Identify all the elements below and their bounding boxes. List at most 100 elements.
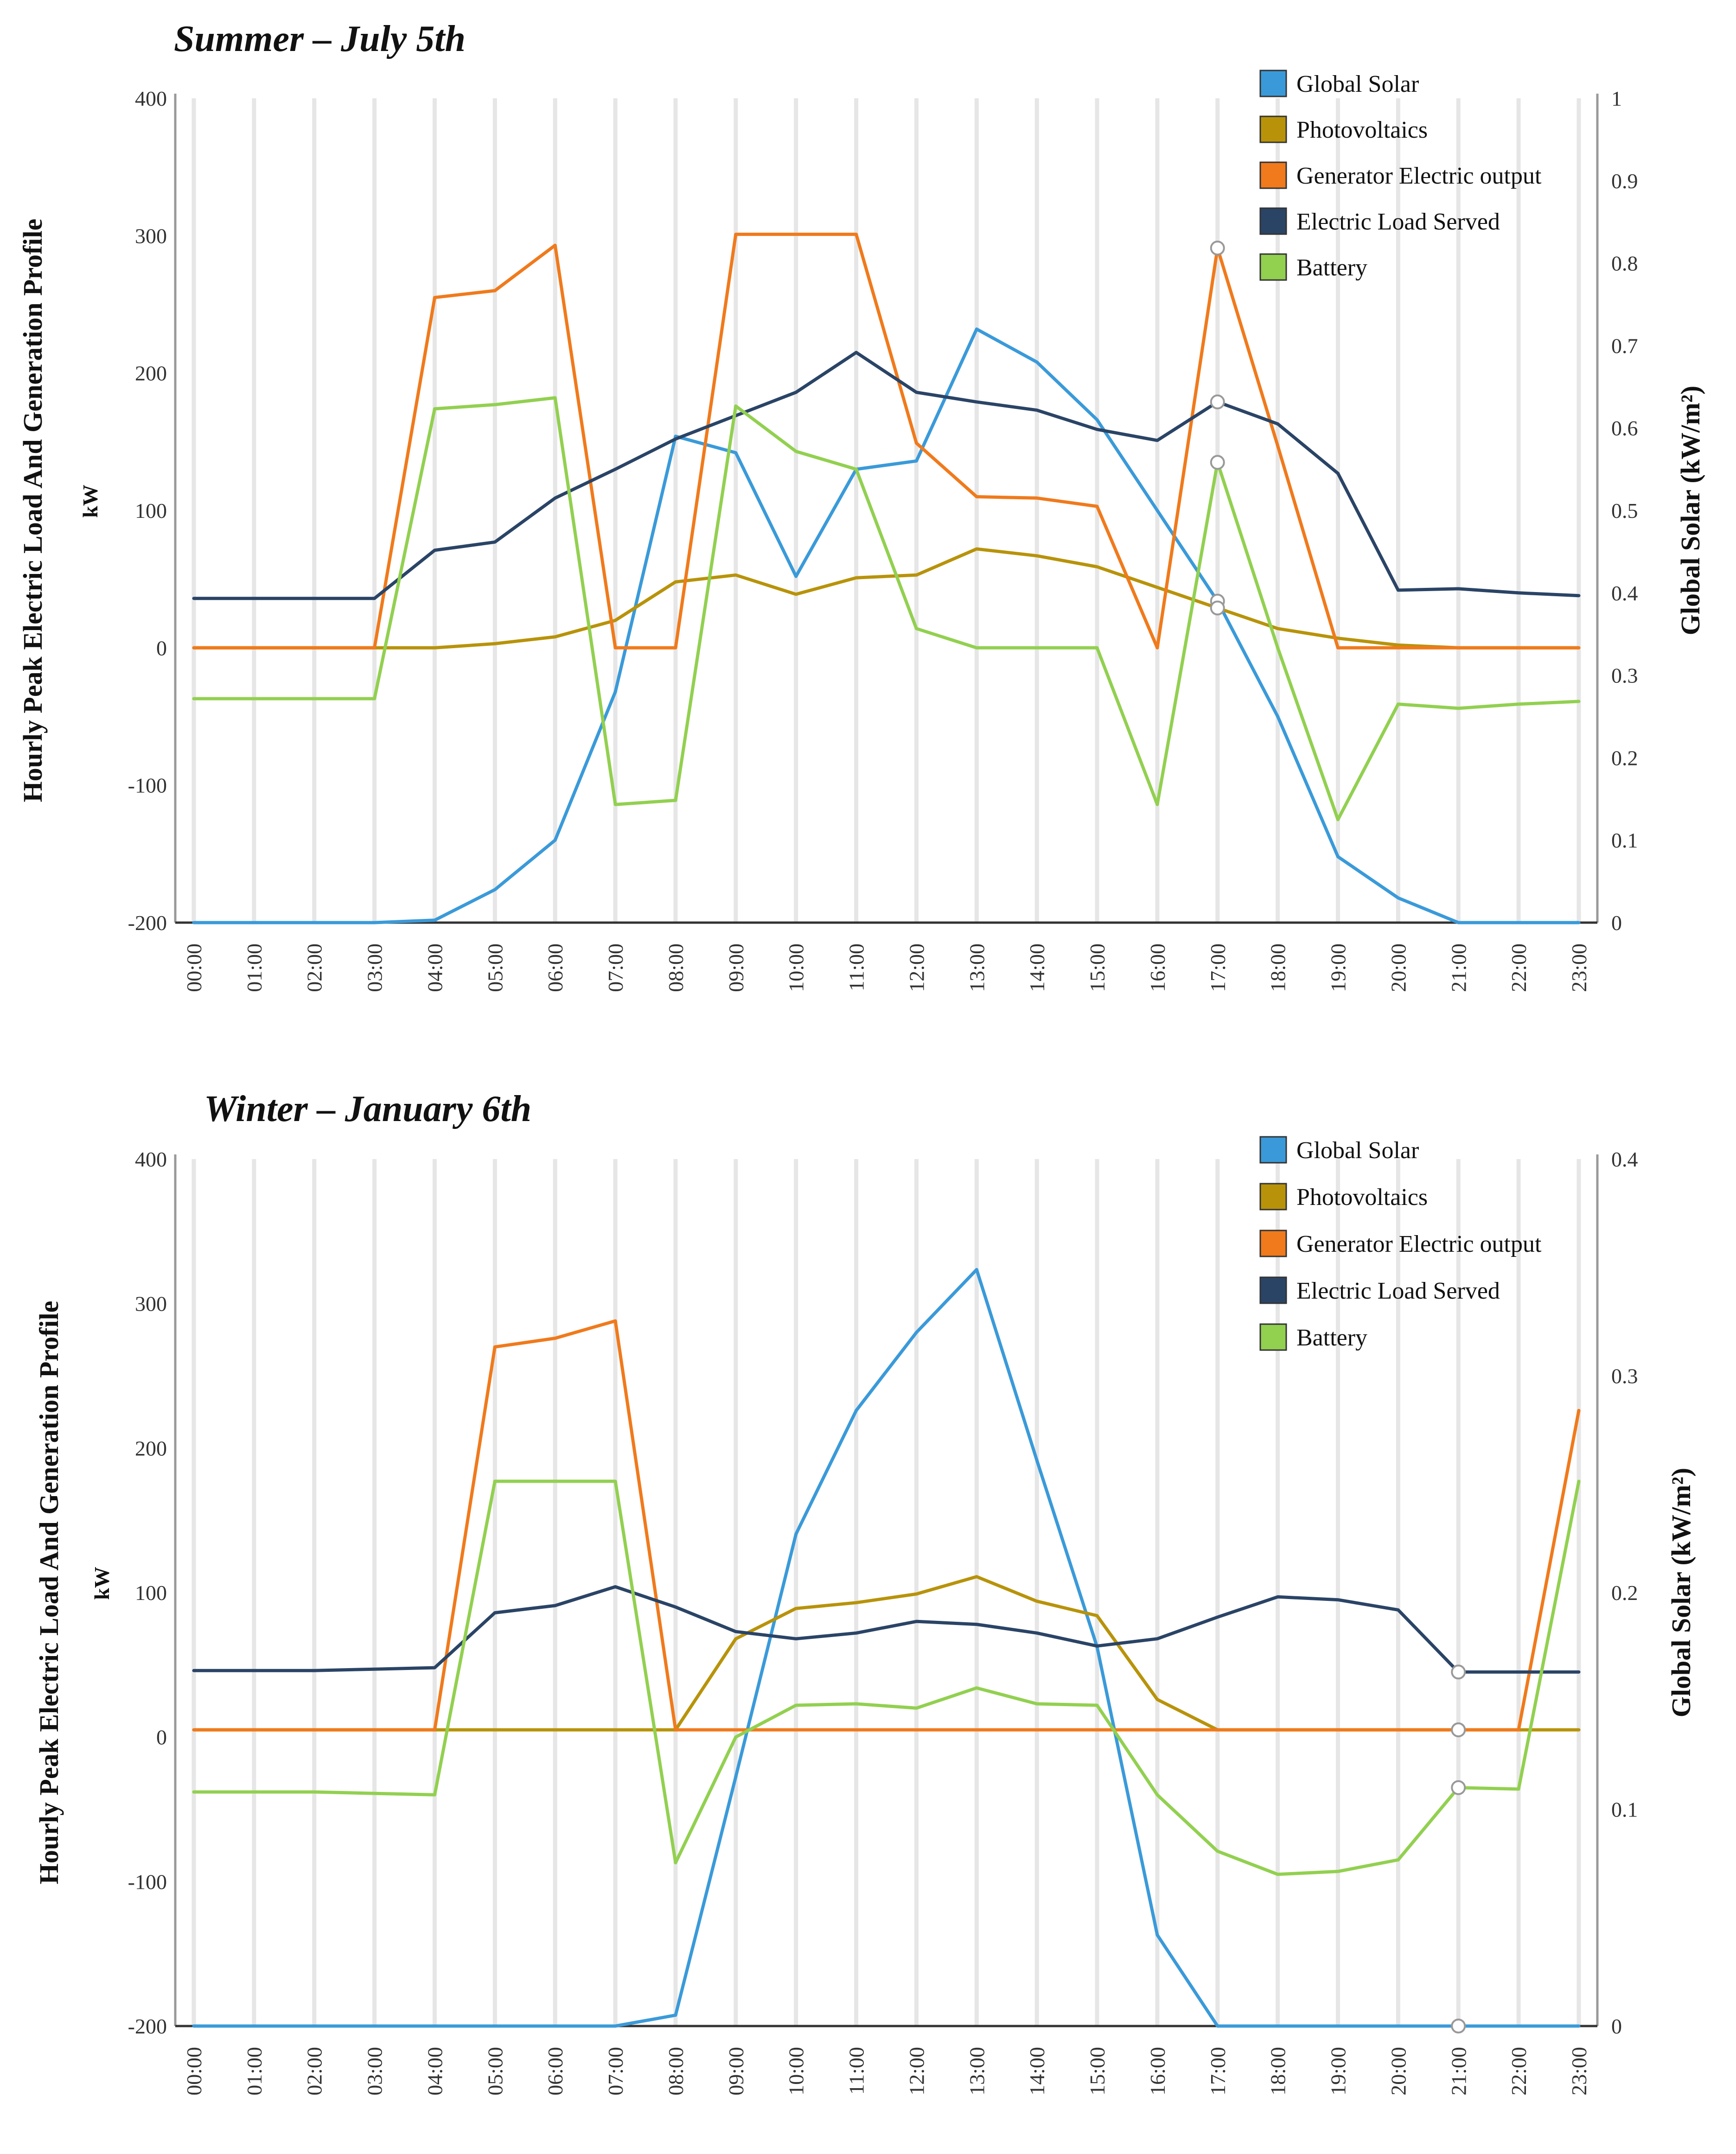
y-left-tick-label: 300 xyxy=(135,1292,167,1316)
data-point[interactable] xyxy=(1451,1780,1466,1795)
y-right-tick-label: 0.4 xyxy=(1611,1147,1638,1171)
y-right-tick-label: 1 xyxy=(1611,87,1622,110)
series-global-solar xyxy=(192,1268,1581,2033)
legend-item-photovoltaics[interactable]: Photovoltaics xyxy=(1259,115,1428,143)
legend-label: Photovoltaics xyxy=(1296,1184,1428,1211)
x-tick-label: 08:00 xyxy=(664,943,688,992)
data-point[interactable] xyxy=(1210,600,1225,616)
y-right-axis-title: Global Solar (kW/m²) xyxy=(1675,386,1705,635)
series-photovoltaics xyxy=(192,547,1581,650)
legend-item-generator-electric-output[interactable]: Generator Electric output xyxy=(1259,161,1542,189)
x-tick-label: 19:00 xyxy=(1327,2047,1350,2096)
x-tick-label: 01:00 xyxy=(243,2047,266,2096)
chart-title: Winter – January 6th xyxy=(204,1089,531,1129)
x-tick-label: 22:00 xyxy=(1507,2047,1531,2096)
series-generator-electric-output xyxy=(192,1319,1581,1738)
legend-item-generator-electric-output[interactable]: Generator Electric output xyxy=(1259,1230,1542,1257)
x-tick-label: 10:00 xyxy=(785,943,808,992)
data-point xyxy=(916,628,917,629)
y-right-tick-label: 0.8 xyxy=(1611,252,1638,275)
x-tick-label: 14:00 xyxy=(1025,2047,1049,2096)
data-point[interactable] xyxy=(1210,241,1225,256)
x-tick-label: 13:00 xyxy=(965,943,989,992)
y-right-tick-label: 0.7 xyxy=(1611,334,1638,357)
x-tick-label: 02:00 xyxy=(303,2047,326,2096)
y-right-tick-label: 0.2 xyxy=(1611,746,1638,770)
data-point xyxy=(1277,628,1278,629)
data-point xyxy=(434,297,435,298)
data-point[interactable] xyxy=(1210,394,1225,409)
data-point xyxy=(1097,429,1098,430)
data-point xyxy=(976,1269,977,1270)
x-tick-label: 14:00 xyxy=(1025,943,1049,992)
data-point[interactable] xyxy=(1451,1664,1466,1680)
x-tick-label: 01:00 xyxy=(243,943,266,992)
data-point[interactable] xyxy=(1451,1722,1466,1738)
x-tick-label: 13:00 xyxy=(965,2047,989,2096)
series-photovoltaics xyxy=(192,1575,1581,1738)
data-point xyxy=(434,408,435,409)
y-left-tick-label: -200 xyxy=(128,911,167,935)
series-electric-load-served xyxy=(192,1585,1581,1680)
legend-swatch xyxy=(1259,1323,1287,1351)
x-tick-label: 03:00 xyxy=(363,943,387,992)
x-tick-label: 11:00 xyxy=(845,2047,868,2095)
x-tick-label: 16:00 xyxy=(1146,2047,1169,2096)
y-right-tick-label: 0.9 xyxy=(1611,169,1638,193)
data-point[interactable] xyxy=(1210,455,1225,470)
chart-summer: Summer – July 5th4003002001000-100-20010… xyxy=(18,19,1705,992)
series-line-global-solar xyxy=(192,327,1581,924)
legend: Global Solar Photovoltaics Generator Elect… xyxy=(1259,1136,1542,1351)
series-line-battery xyxy=(192,396,1581,822)
x-tick-label: 07:00 xyxy=(604,2047,627,2096)
legend-swatch xyxy=(1259,161,1287,189)
data-point xyxy=(735,1638,736,1639)
x-tick-label: 05:00 xyxy=(483,2047,507,2096)
y-left-unit-label: kW xyxy=(90,1567,114,1600)
legend-item-global-solar[interactable]: Global Solar xyxy=(1259,1136,1419,1164)
data-point xyxy=(615,620,616,621)
x-tick-label: 10:00 xyxy=(785,2047,808,2096)
legend-item-electric-load-served[interactable]: Electric Load Served xyxy=(1259,207,1500,235)
data-point xyxy=(1217,2026,1218,2027)
series-electric-load-served xyxy=(192,351,1581,600)
y-right-tick-label: 0.6 xyxy=(1611,416,1638,440)
data-point xyxy=(615,469,616,470)
y-left-tick-label: 100 xyxy=(135,499,167,523)
y-left-tick-label: 200 xyxy=(135,362,167,385)
legend-item-battery[interactable]: Battery xyxy=(1259,253,1367,281)
x-tick-label: 17:00 xyxy=(1206,2047,1230,2096)
x-tick-label: 18:00 xyxy=(1266,943,1290,992)
y-left-tick-label: 200 xyxy=(135,1436,167,1460)
y-left-tick-label: -100 xyxy=(128,1870,167,1893)
y-left-tick-label: 400 xyxy=(135,1147,167,1171)
x-tick-label: 15:00 xyxy=(1085,943,1109,992)
data-point xyxy=(1277,2026,1278,2027)
data-point xyxy=(1277,716,1278,717)
y-right-tick-label: 0.1 xyxy=(1611,828,1638,852)
data-point xyxy=(976,548,977,549)
legend-item-photovoltaics[interactable]: Photovoltaics xyxy=(1259,1183,1428,1211)
x-tick-label: 03:00 xyxy=(363,2047,387,2096)
x-tick-label: 04:00 xyxy=(423,943,447,992)
data-point xyxy=(916,1621,917,1622)
legend-label: Global Solar xyxy=(1296,1137,1419,1164)
data-point xyxy=(615,804,616,805)
x-tick-label: 06:00 xyxy=(543,2047,567,2096)
legend-item-battery[interactable]: Battery xyxy=(1259,1323,1367,1351)
series-line-photovoltaics xyxy=(192,547,1581,650)
y-left-tick-label: -100 xyxy=(128,774,167,797)
y-left-unit-label: kW xyxy=(78,484,102,518)
data-point[interactable] xyxy=(1451,2019,1466,2033)
x-tick-label: 18:00 xyxy=(1266,2047,1290,2096)
data-point xyxy=(675,1862,676,1863)
legend-item-electric-load-served[interactable]: Electric Load Served xyxy=(1259,1276,1500,1304)
y-right-tick-label: 0.3 xyxy=(1611,664,1638,688)
series-generator-electric-output xyxy=(192,232,1581,650)
x-tick-label: 12:00 xyxy=(905,2047,928,2096)
series-battery xyxy=(192,1479,1581,1876)
y-left-tick-label: 100 xyxy=(135,1581,167,1605)
legend-item-global-solar[interactable]: Global Solar xyxy=(1259,70,1419,97)
data-point xyxy=(374,598,375,599)
legend-swatch xyxy=(1259,1230,1287,1257)
